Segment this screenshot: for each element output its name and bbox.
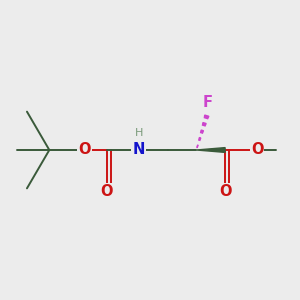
Text: F: F xyxy=(202,95,212,110)
Text: O: O xyxy=(100,184,113,199)
Text: N: N xyxy=(133,142,145,158)
Text: H: H xyxy=(135,128,143,138)
Polygon shape xyxy=(196,148,225,152)
Text: O: O xyxy=(78,142,91,158)
Text: O: O xyxy=(219,184,231,199)
Polygon shape xyxy=(201,130,203,133)
Polygon shape xyxy=(204,115,209,118)
Text: O: O xyxy=(251,142,263,158)
Polygon shape xyxy=(199,137,201,140)
Polygon shape xyxy=(197,145,198,148)
Polygon shape xyxy=(202,123,206,126)
